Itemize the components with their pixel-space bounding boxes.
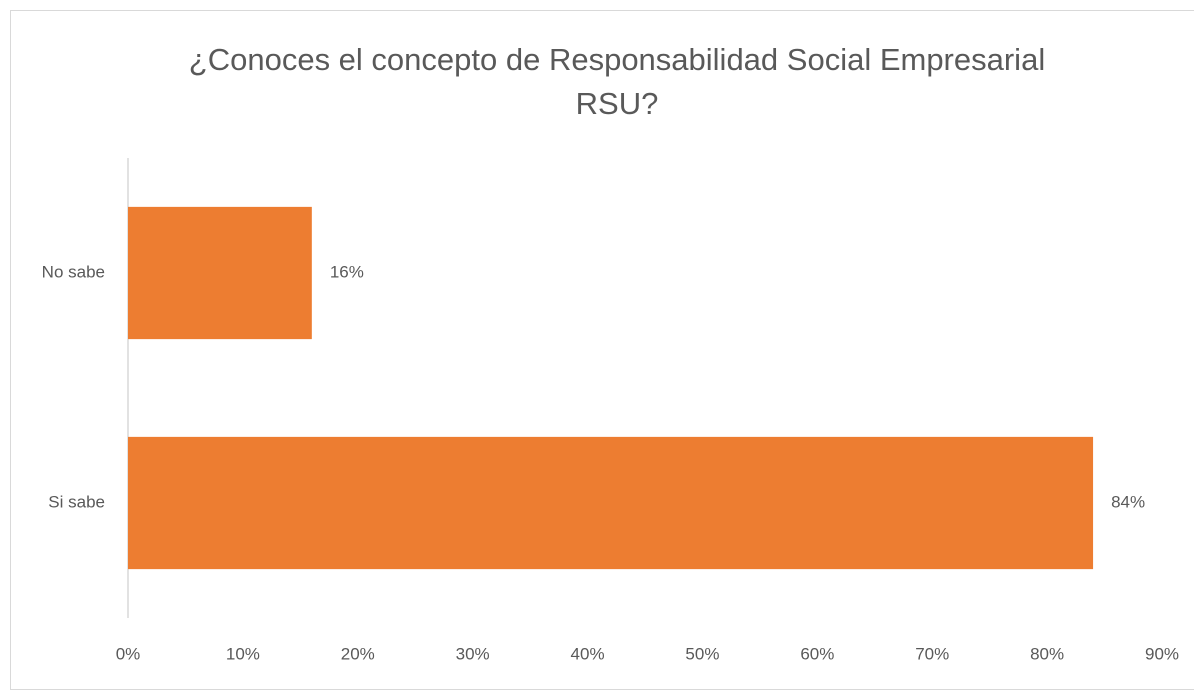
x-tick-label: 30% [456, 644, 490, 663]
x-tick-label: 60% [800, 644, 834, 663]
data-label: 84% [1111, 492, 1145, 511]
x-tick-label: 50% [685, 644, 719, 663]
x-tick-label: 40% [571, 644, 605, 663]
chart: 0% 10% 20% 30% 40% 50% 60% 70% 80% 90% No sabe 16% S… [42, 158, 1179, 663]
x-tick-label: 80% [1030, 644, 1064, 663]
bar [128, 206, 312, 340]
x-tick-label: 10% [226, 644, 260, 663]
x-tick-label: 90% [1145, 644, 1179, 663]
chart-title: ¿Conoces el concepto de Responsabilidad … [188, 42, 1046, 121]
data-label: 16% [330, 262, 364, 281]
y-tick-label: Si sabe [48, 492, 105, 511]
y-tick-label: No sabe [42, 262, 105, 281]
x-tick-label: 0% [116, 644, 141, 663]
x-tick-label: 20% [341, 644, 375, 663]
bar [128, 436, 1094, 570]
x-tick-label: 70% [915, 644, 949, 663]
